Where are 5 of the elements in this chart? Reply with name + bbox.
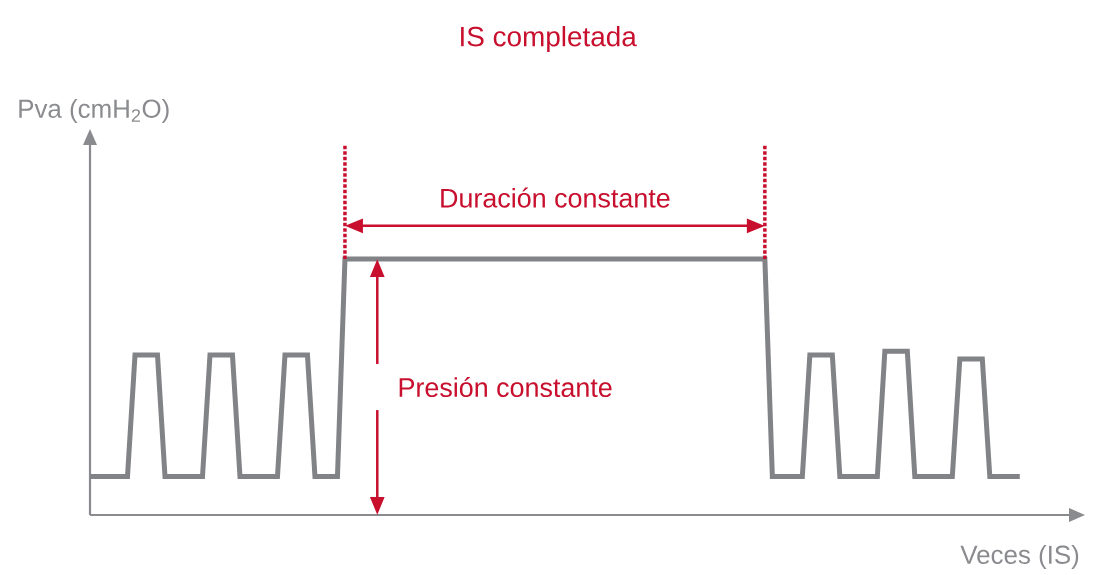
text: Pva (cmH$_{2}$O) <box>19 98 169 124</box>
annotation: Presión constante <box>399 377 612 398</box>
text: Duración constante <box>441 187 670 208</box>
chart-title: IS completada <box>461 25 637 52</box>
x-axis-title: Veces (IS) <box>960 544 1079 570</box>
